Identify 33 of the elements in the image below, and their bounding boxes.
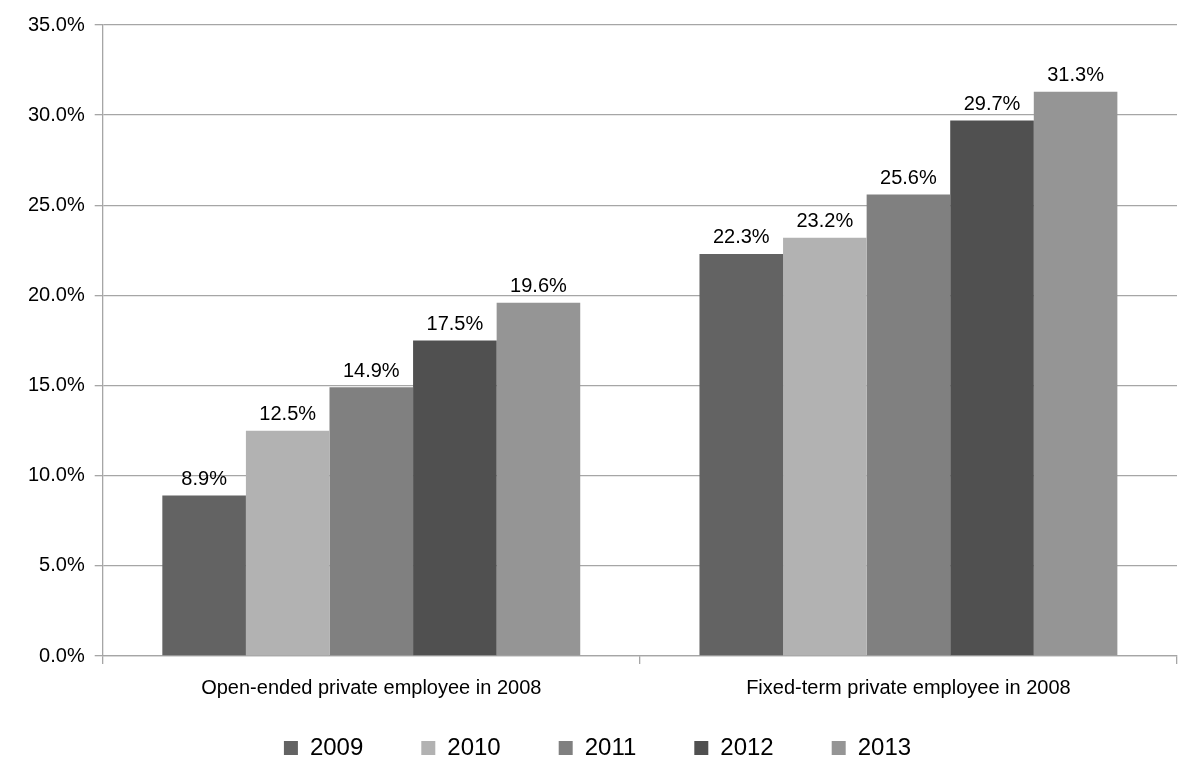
y-tick-label: 20.0% [27, 282, 85, 305]
y-tick-label: 30.0% [27, 102, 85, 125]
legend-label: 2012 [720, 732, 774, 760]
legend-label: 2011 [584, 732, 637, 760]
bar [496, 302, 581, 656]
data-label: 25.6% [880, 165, 937, 188]
data-label: 8.9% [181, 467, 228, 490]
y-tick-label: 5.0% [39, 553, 85, 576]
x-tick-label: Open-ended private employee in 2008 [201, 675, 542, 698]
data-label: 22.3% [712, 225, 770, 248]
data-label: 29.7% [963, 92, 1021, 115]
legend-label: 2009 [309, 732, 364, 760]
legend-label: 2010 [447, 732, 501, 760]
bar [950, 120, 1034, 656]
x-tick-label: Fixed-term private employee in 2008 [746, 675, 1071, 698]
data-label: 17.5% [426, 312, 484, 335]
data-label: 31.3% [1047, 63, 1105, 86]
bar [162, 495, 246, 656]
bar [866, 194, 951, 656]
y-tick-label: 0.0% [39, 643, 85, 666]
y-tick-label: 25.0% [27, 192, 85, 215]
data-label: 14.9% [342, 358, 400, 381]
data-label: 19.6% [510, 274, 568, 297]
bar [413, 340, 497, 656]
y-tick-label: 15.0% [27, 373, 85, 396]
y-tick-label: 10.0% [27, 463, 85, 486]
data-label: 12.5% [259, 402, 317, 425]
y-tick-label: 35.0% [27, 12, 85, 35]
bar [699, 253, 784, 656]
bar [329, 387, 414, 656]
data-label: 23.2% [796, 209, 854, 232]
legend-label: 2013 [857, 732, 912, 760]
bar [1033, 91, 1118, 656]
